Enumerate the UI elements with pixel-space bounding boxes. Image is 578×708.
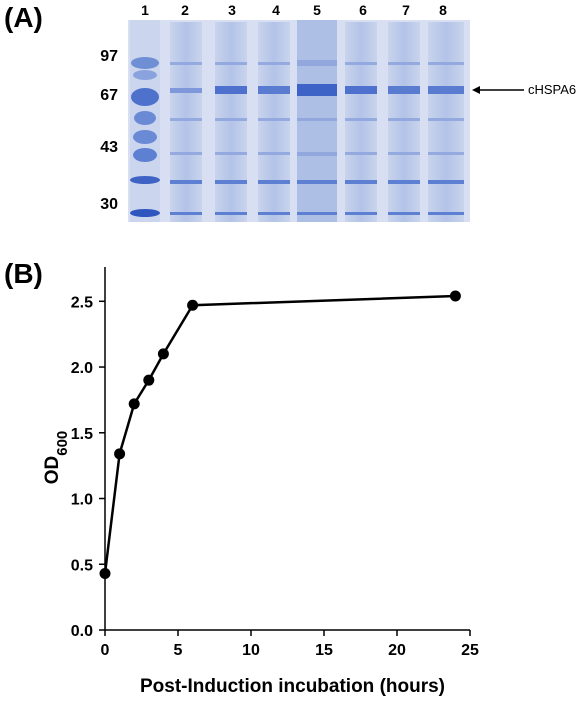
data-point bbox=[99, 567, 111, 579]
gel-panel: (A) 1 2 3 4 5 6 7 8 97 67 43 30 bbox=[0, 0, 578, 230]
lane-number: 8 bbox=[439, 2, 447, 18]
y-tick-label: 1.0 bbox=[71, 492, 93, 509]
arrow-head bbox=[472, 86, 480, 94]
y-tick-label: 0.5 bbox=[71, 557, 93, 574]
mw-marker: 67 bbox=[100, 87, 118, 104]
lane-number: 3 bbox=[228, 2, 236, 18]
mw-marker: 43 bbox=[100, 139, 118, 156]
y-tick-label: 2.5 bbox=[71, 294, 93, 311]
protein-label: cHSPA6 bbox=[528, 82, 577, 97]
lane-number: 1 bbox=[141, 2, 149, 18]
x-tick-label: 0 bbox=[101, 642, 110, 659]
lane-number: 4 bbox=[272, 2, 280, 18]
chart-axes bbox=[104, 267, 470, 631]
lane-number: 2 bbox=[181, 2, 189, 18]
x-tick-label: 25 bbox=[461, 642, 479, 659]
mw-marker: 97 bbox=[100, 48, 118, 65]
y-tick-label: 1.5 bbox=[71, 426, 93, 443]
data-point bbox=[449, 290, 461, 302]
panel-b-label: (B) bbox=[4, 258, 43, 289]
od-growth-chart: 0 5 10 15 20 25 0.0 0.5 1.0 1.5 2.0 2.5 Post-Induct… bbox=[42, 267, 479, 697]
data-point bbox=[187, 299, 199, 311]
panel-a-label: (A) bbox=[4, 2, 43, 33]
y-tick-label: 2.0 bbox=[71, 360, 93, 377]
data-point bbox=[128, 398, 140, 410]
data-point bbox=[143, 374, 155, 386]
y-axis-label: OD600 bbox=[42, 431, 71, 485]
lane-number: 6 bbox=[359, 2, 367, 18]
data-point bbox=[157, 348, 169, 360]
x-tick-label: 5 bbox=[174, 642, 183, 659]
data-point bbox=[114, 448, 126, 460]
y-tick-label: 0.0 bbox=[71, 623, 93, 640]
y-axis-label-main: OD bbox=[42, 456, 63, 485]
lane-number: 5 bbox=[313, 2, 321, 18]
mw-marker: 30 bbox=[100, 196, 118, 213]
lane-number: 7 bbox=[402, 2, 410, 18]
x-tick-label: 20 bbox=[388, 642, 406, 659]
x-tick-label: 10 bbox=[242, 642, 260, 659]
x-axis-label: Post-Induction incubation (hours) bbox=[140, 676, 445, 697]
gel-image bbox=[128, 20, 524, 222]
od600-series-line bbox=[103, 294, 456, 574]
y-axis-label-sub: 600 bbox=[54, 431, 71, 456]
x-tick-label: 15 bbox=[315, 642, 333, 659]
